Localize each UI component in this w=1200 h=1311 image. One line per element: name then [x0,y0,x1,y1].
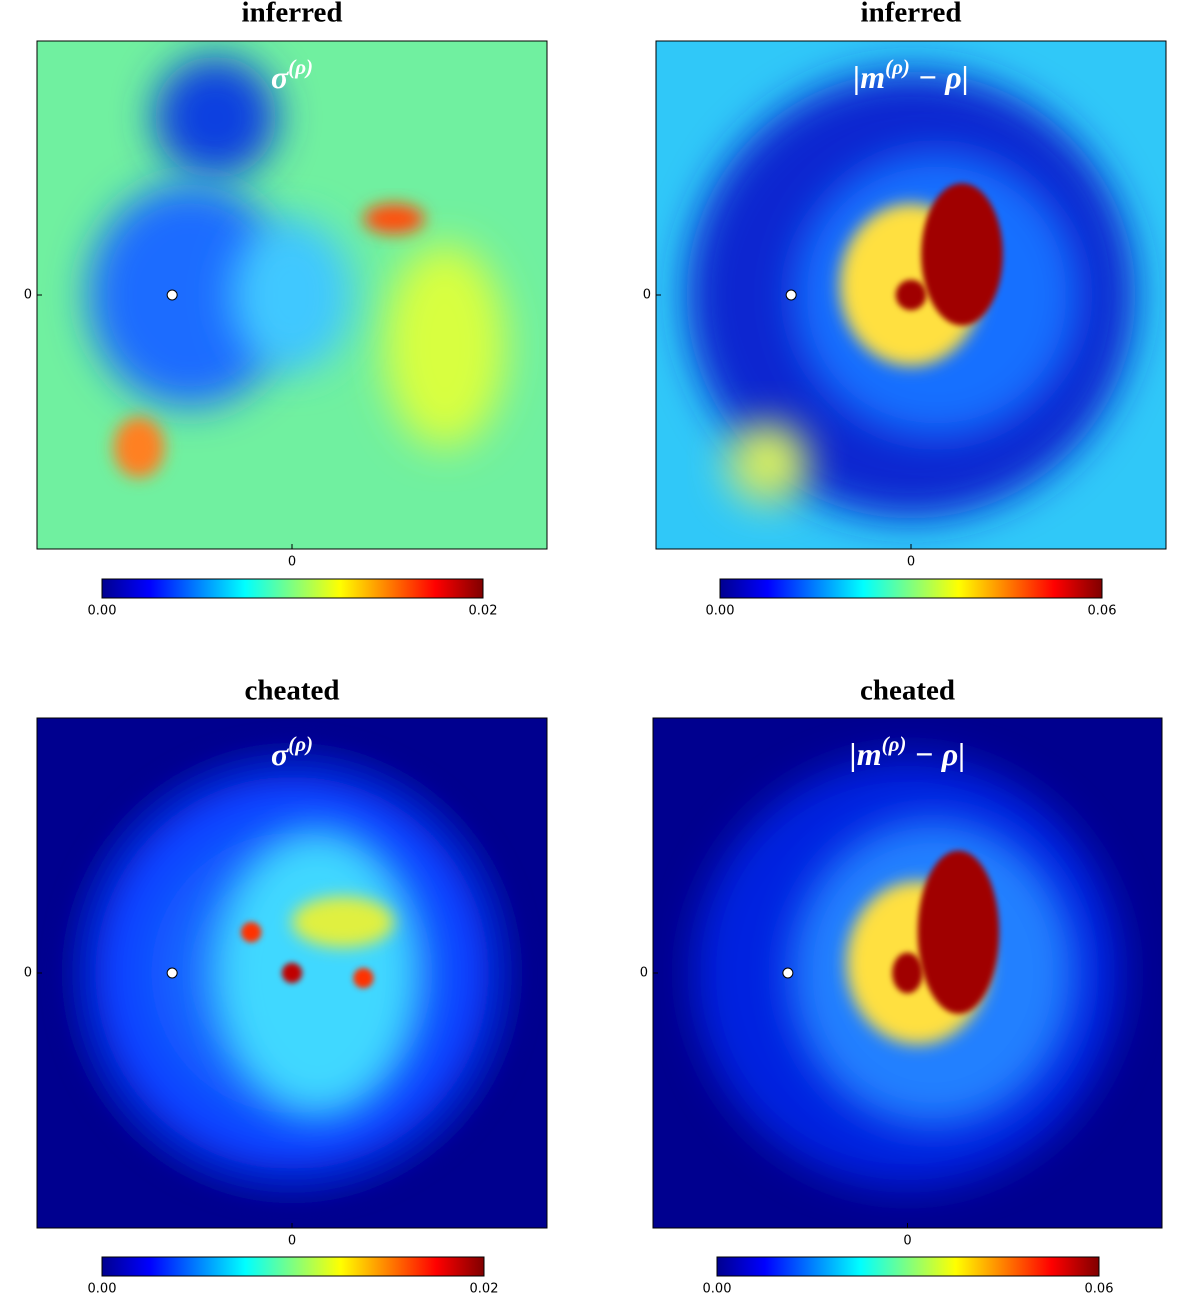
colorbar-tick-label: 0.00 [88,1282,117,1297]
colorbar-tick-label: 0.06 [1085,1282,1114,1297]
annotation-part: − ρ| [910,59,969,95]
x-tick-label: 0 [288,555,296,570]
annotation-part: (ρ) [882,732,907,756]
source-marker [782,967,794,979]
panel: cheated |m(ρ) − ρ| 0 0 0.00 0.06 [640,675,1163,1297]
colorbar-tick-label: 0.00 [703,1282,732,1297]
texture [363,203,425,235]
colorbar [719,578,1103,599]
colorbar [716,1256,1100,1277]
annotation-part: (ρ) [885,55,910,79]
texture [281,962,303,984]
annotation-part: (ρ) [288,55,313,79]
texture [383,244,507,448]
texture [727,422,809,504]
texture [230,218,354,372]
texture [917,850,1000,1014]
texture [892,952,923,994]
annotation-part: |m [850,736,882,772]
annotation: σ(ρ) [271,732,313,773]
annotation: |m(ρ) − ρ| [850,732,966,773]
x-tick-label: 0 [907,555,915,570]
source-marker [166,289,178,301]
panel-title: cheated [244,675,339,707]
texture [154,56,277,179]
annotation: |m(ρ) − ρ| [853,55,969,96]
source-marker [166,967,178,979]
panel-title: inferred [861,0,962,29]
colorbar [101,578,484,599]
annotation-part: − ρ| [906,736,965,772]
y-tick-label: 0 [640,966,648,981]
panel: inferred σ(ρ) 0 0 0.00 0.02 [24,0,548,619]
heatmap [653,718,1162,1228]
annotation-part: σ [271,59,289,95]
texture [215,830,420,1116]
y-tick-label: 0 [24,966,32,981]
source-marker [785,289,797,301]
panel: cheated σ(ρ) 0 0 0.00 0.02 [24,675,548,1297]
texture [353,967,374,989]
colorbar-tick-label: 0.02 [469,604,498,619]
y-tick-label: 0 [24,288,32,303]
colorbar-tick-label: 0.02 [470,1282,499,1297]
annotation: σ(ρ) [271,55,313,96]
annotation-part: σ [271,736,289,772]
heatmap [37,41,547,549]
heatmap [37,718,547,1228]
panel-title: inferred [242,0,343,29]
texture [895,279,927,311]
texture [113,416,165,478]
colorbar [101,1256,485,1277]
y-tick-label: 0 [643,288,651,303]
x-tick-label: 0 [288,1234,296,1249]
annotation-part: (ρ) [288,732,313,756]
annotation-part: |m [853,59,885,95]
texture [292,896,394,948]
texture [241,922,262,943]
texture [88,183,292,407]
x-tick-label: 0 [903,1234,911,1249]
colorbar-tick-label: 0.00 [706,604,735,619]
texture [921,183,1003,326]
colorbar-tick-label: 0.06 [1088,604,1117,619]
colorbar-tick-label: 0.00 [88,604,117,619]
panel: inferred |m(ρ) − ρ| 0 0 0.00 0.06 [643,0,1167,619]
panel-title: cheated [860,675,955,707]
heatmap [656,41,1166,549]
